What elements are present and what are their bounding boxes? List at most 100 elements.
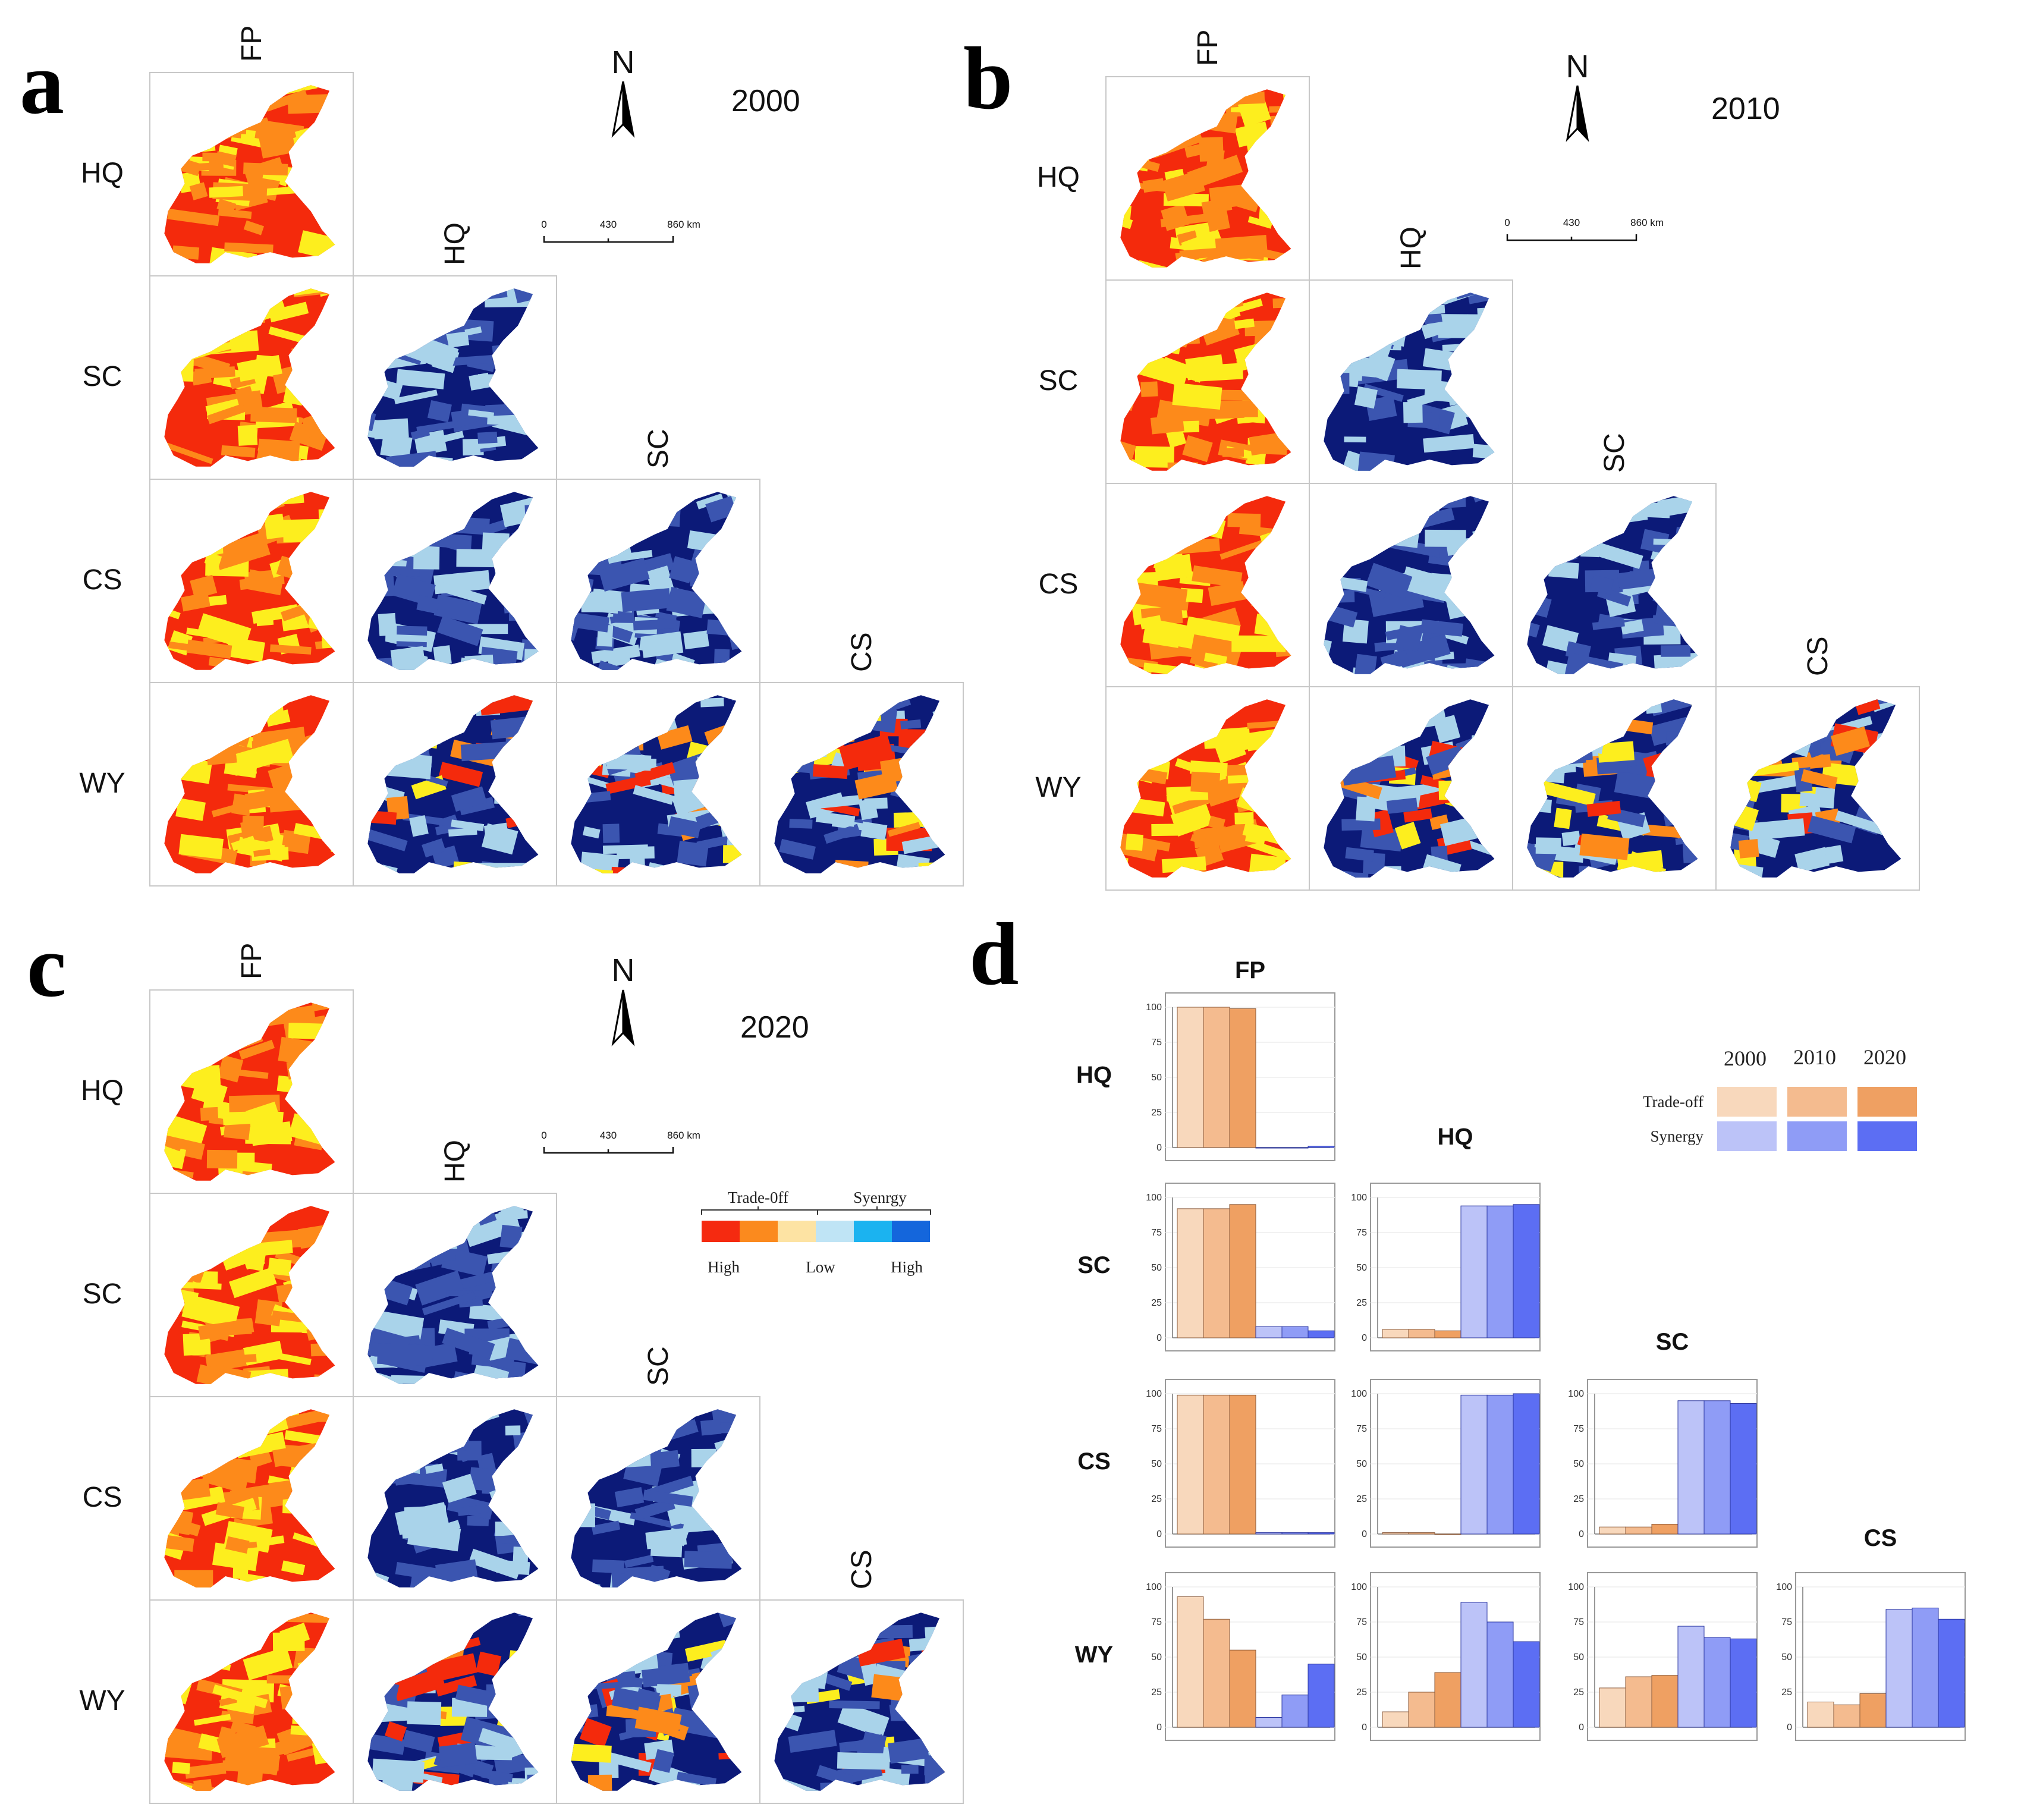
row-label-sc: SC <box>83 361 122 392</box>
scale-bar: 0 430 860 km <box>1504 217 1664 241</box>
bar-panel-cs-sc: 0 25 50 75 100 <box>1568 1379 1758 1548</box>
bar-panel-wy-cs: 0 25 50 75 100 <box>1776 1572 1966 1741</box>
bar-col-label-sc: SC <box>1656 1329 1689 1355</box>
y-tick-label: 50 <box>1781 1652 1792 1662</box>
synergy-bar-2000 <box>1460 1602 1488 1728</box>
synergy-bar-2020 <box>1307 1330 1335 1338</box>
legend-synergy-swatch <box>1787 1121 1847 1151</box>
synergy-bar-2020 <box>1730 1403 1757 1535</box>
synergy-bar-2010 <box>1703 1637 1731 1728</box>
scale-bar: 0 430 860 km <box>541 219 700 243</box>
y-tick-label: 75 <box>1151 1038 1162 1048</box>
trade-off-bar-2020 <box>1229 1649 1256 1728</box>
col-label-cs: CS <box>1802 636 1834 676</box>
synergy-bar-2010 <box>1912 1607 1939 1728</box>
trade-off-bar-2000 <box>1177 1208 1204 1338</box>
scale-tick-0: 0 <box>541 219 546 230</box>
trade-off-bar-2000 <box>1177 1394 1204 1535</box>
y-tick-label: 75 <box>1356 1617 1367 1627</box>
trade-off-bar-2020 <box>1229 1394 1256 1535</box>
bar-panel-wy-hq: 0 25 50 75 100 <box>1351 1572 1541 1741</box>
bar-panel-sc-hq: 0 25 50 75 100 <box>1351 1183 1541 1351</box>
legend-synergy-swatch <box>1717 1121 1777 1151</box>
y-tick-label: 0 <box>1787 1722 1792 1733</box>
trade-off-bar-2010 <box>1625 1676 1652 1728</box>
row-label-cs: CS <box>83 564 122 596</box>
synergy-bar-2010 <box>1703 1400 1731 1535</box>
trade-off-bar-2020 <box>1229 1008 1256 1148</box>
trade-off-bar-2020 <box>1651 1675 1679 1728</box>
synergy-bar-2000 <box>1460 1394 1488 1535</box>
y-tick-label: 25 <box>1151 1298 1162 1308</box>
y-tick-label: 50 <box>1151 1459 1162 1469</box>
y-tick-label: 0 <box>1156 1143 1162 1153</box>
legend-swatches <box>702 1221 930 1242</box>
legend-swatch <box>892 1221 930 1242</box>
trade-off-bar-2020 <box>1434 1672 1461 1728</box>
y-tick-label: 100 <box>1351 1582 1367 1592</box>
scale-tick-430: 430 <box>1563 217 1580 228</box>
bar-legend-synergy: Synergy <box>1650 1127 1703 1145</box>
bar-panel-wy-sc: 0 25 50 75 100 <box>1568 1572 1758 1741</box>
panel-c: c HQ FP SC HQ CS SC WY CS N 0 430 860 km 2020 T… <box>27 917 964 1804</box>
trade-off-bar-2010 <box>1408 1692 1435 1728</box>
y-tick-label: 100 <box>1351 1193 1367 1203</box>
bar-row-label-cs: CS <box>1077 1448 1111 1475</box>
trade-off-bar-2010 <box>1203 1394 1230 1535</box>
trade-off-bar-2000 <box>1177 1596 1204 1728</box>
synergy-bar-2000 <box>1255 1532 1283 1535</box>
row-label-hq: HQ <box>1037 162 1080 193</box>
y-tick-label: 50 <box>1356 1459 1367 1469</box>
panel-letter-b: b <box>963 29 1013 128</box>
y-tick-label: 75 <box>1356 1228 1367 1238</box>
legend-swatch <box>854 1221 892 1242</box>
north-arrow-icon <box>612 989 634 1045</box>
legend-swatch <box>778 1221 816 1242</box>
trade-off-bar-2010 <box>1203 1618 1230 1728</box>
synergy-bar-2020 <box>1307 1532 1335 1535</box>
trade-off-bar-2020 <box>1229 1204 1256 1338</box>
y-tick-label: 0 <box>1156 1529 1162 1539</box>
y-tick-label: 75 <box>1573 1424 1584 1434</box>
legend-trade-off: Trade-0ff <box>728 1189 788 1206</box>
row-label-wy: WY <box>79 768 125 799</box>
scale-tick-860: 860 km <box>667 1130 700 1141</box>
col-label-hq: HQ <box>1395 227 1427 269</box>
trade-off-bar-2000 <box>1382 1532 1409 1535</box>
trade-off-bar-2010 <box>1408 1532 1435 1535</box>
synergy-bar-2020 <box>1513 1641 1540 1728</box>
map-grid-c: HQ FP SC HQ CS SC WY CS <box>79 943 964 1804</box>
legend-trade-off-swatch <box>1717 1087 1777 1117</box>
panel-d: d 0 25 50 75 100 0 25 50 75 100 0 25 50 75 100 0 25 50 75 1… <box>969 905 1966 1741</box>
synergy-bar-2020 <box>1730 1638 1757 1728</box>
y-tick-label: 25 <box>1356 1494 1367 1504</box>
y-tick-label: 75 <box>1151 1617 1162 1627</box>
y-tick-label: 50 <box>1151 1652 1162 1662</box>
trade-off-bar-2020 <box>1434 1330 1461 1338</box>
y-tick-label: 50 <box>1356 1652 1367 1662</box>
synergy-bar-2020 <box>1938 1618 1965 1728</box>
legend-high-left: High <box>708 1258 740 1276</box>
bar-panel-sc-fp: 0 25 50 75 100 <box>1146 1183 1335 1351</box>
bar-legend-year-1: 2010 <box>1793 1045 1836 1069</box>
synergy-bar-2000 <box>1677 1626 1705 1728</box>
y-tick-label: 50 <box>1151 1073 1162 1083</box>
year-label-b: 2010 <box>1711 92 1780 126</box>
synergy-bar-2010 <box>1486 1394 1514 1535</box>
legend-synergy-swatch <box>1857 1121 1917 1151</box>
panel-letter-d: d <box>969 905 1019 1004</box>
bar-panel-cs-hq: 0 25 50 75 100 <box>1351 1379 1541 1548</box>
col-label-hq: HQ <box>439 1140 471 1183</box>
bar-row-label-hq: HQ <box>1076 1062 1112 1088</box>
y-tick-label: 0 <box>1579 1722 1584 1733</box>
legend-swatch <box>702 1221 740 1242</box>
synergy-bar-2020 <box>1513 1393 1540 1535</box>
map-grid-a: HQ FP SC HQ CS SC WY CS <box>79 26 964 887</box>
panel-a: a HQ FP SC HQ CS SC WY CS N 0 430 860 km 2000 <box>20 26 964 887</box>
row-label-wy: WY <box>79 1685 125 1717</box>
scale-tick-860: 860 km <box>667 219 700 230</box>
north-label: N <box>612 45 635 80</box>
y-tick-label: 0 <box>1156 1722 1162 1733</box>
trade-off-bar-2010 <box>1203 1208 1230 1338</box>
